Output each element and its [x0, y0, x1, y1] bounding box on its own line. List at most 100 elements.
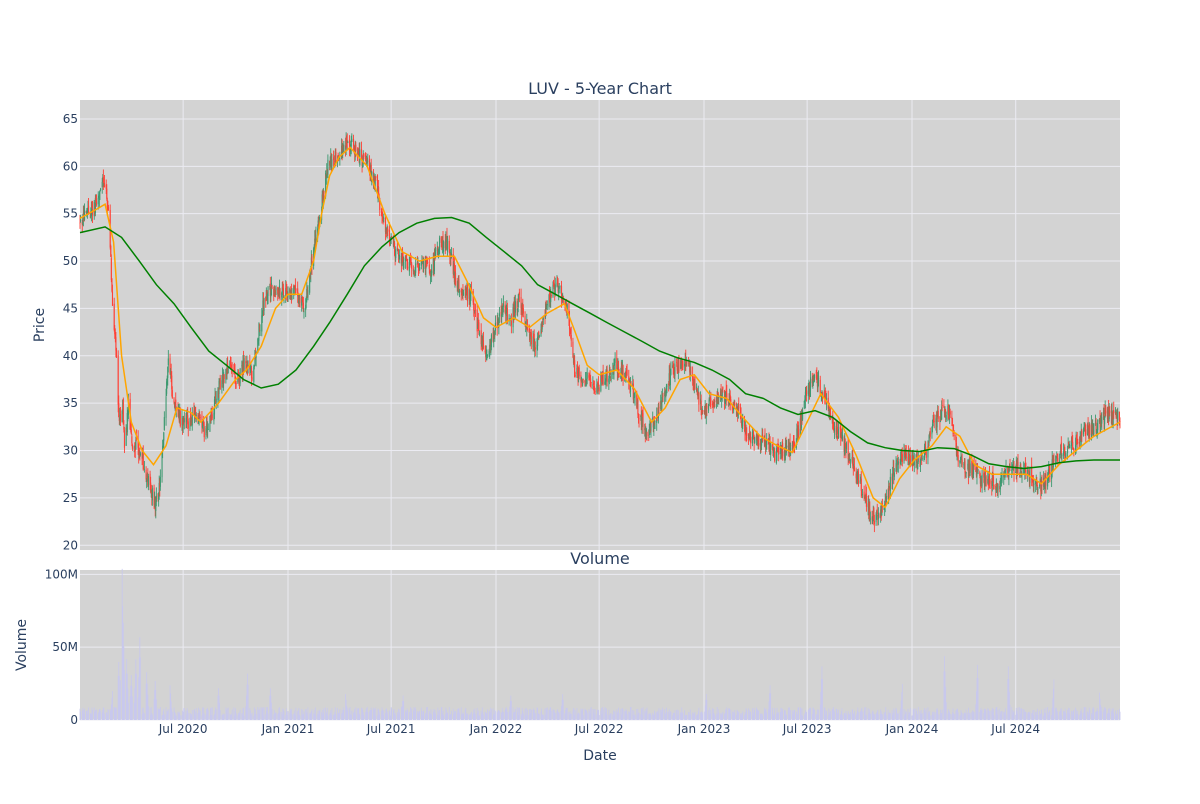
candle-body	[873, 521, 875, 525]
volume-bar	[197, 712, 199, 720]
candle-body	[1100, 417, 1102, 427]
candle-body	[376, 174, 379, 194]
volume-bar	[391, 708, 393, 720]
volume-bar	[1107, 713, 1108, 720]
candle-body	[358, 149, 360, 151]
volume-bar	[684, 715, 686, 720]
volume-bar	[640, 708, 642, 720]
candle-body	[273, 288, 275, 297]
volume-bar	[721, 714, 723, 720]
candle-body	[545, 303, 547, 317]
volume-bar	[729, 708, 731, 720]
volume-bar	[937, 714, 939, 720]
candle-body	[979, 472, 981, 476]
volume-bar	[1095, 712, 1096, 720]
volume-bar	[402, 695, 404, 720]
volume-bar	[498, 710, 500, 720]
volume-bar	[796, 713, 798, 720]
candle-body	[423, 259, 425, 270]
volume-bar	[271, 708, 273, 720]
volume-bar	[791, 710, 793, 720]
volume-bar	[221, 714, 223, 720]
volume-bar	[461, 714, 463, 720]
volume-bar	[855, 715, 857, 720]
candle-body	[298, 295, 300, 301]
volume-bar	[662, 709, 664, 720]
candle-body	[909, 455, 911, 467]
candle-body	[819, 379, 821, 394]
candle-body	[540, 329, 542, 337]
volume-bar	[402, 700, 403, 720]
volume-bar	[538, 713, 540, 720]
volume-bar	[1099, 698, 1101, 720]
candle-body	[121, 410, 123, 423]
candle-body	[266, 295, 269, 299]
candle-body	[366, 158, 368, 164]
candle-body	[538, 335, 540, 337]
candle-body	[502, 305, 504, 316]
volume-bar	[235, 708, 236, 720]
volume-bar	[824, 714, 826, 720]
volume-bar	[1079, 715, 1080, 720]
volume-bar	[850, 712, 851, 720]
candle-body	[1016, 461, 1018, 477]
candle-body	[565, 302, 567, 307]
candle-body	[566, 304, 568, 311]
volume-bar	[725, 709, 727, 720]
volume-bar	[358, 713, 360, 720]
volume-bar	[594, 709, 596, 720]
volume-bar	[975, 691, 977, 720]
volume-bar	[892, 714, 894, 720]
candle-body	[637, 413, 640, 416]
volume-bar	[223, 713, 225, 720]
volume-bar	[454, 711, 455, 720]
volume-bar	[263, 707, 265, 720]
candle-body	[302, 299, 304, 302]
candle-body	[1087, 423, 1089, 429]
candle-body	[502, 303, 504, 308]
candle-body	[202, 421, 204, 426]
volume-bar	[1089, 710, 1091, 720]
candle-body	[174, 403, 176, 408]
volume-bar	[456, 708, 458, 720]
candle-body	[959, 461, 961, 462]
volume-bar	[487, 709, 488, 720]
volume-bar	[209, 715, 211, 720]
candle-body	[211, 414, 213, 419]
candle-body	[880, 509, 882, 519]
candle-body	[617, 364, 619, 374]
volume-bar	[793, 709, 795, 720]
candle-body	[349, 149, 351, 152]
candle-body	[742, 419, 744, 423]
volume-bar	[1044, 713, 1046, 720]
volume-bar	[805, 712, 807, 720]
volume-bar	[609, 714, 611, 720]
candle-body	[945, 415, 947, 420]
candle-body	[452, 254, 454, 274]
volume-bar	[642, 714, 643, 720]
volume-bar	[373, 709, 375, 720]
candle-body	[421, 260, 424, 262]
candle-body	[265, 290, 267, 299]
volume-bar	[374, 715, 376, 720]
volume-bar	[912, 708, 914, 720]
volume-bar	[469, 714, 471, 720]
candle-body	[468, 289, 470, 299]
volume-bar	[598, 715, 600, 720]
volume-bar	[509, 700, 511, 720]
volume-bar	[709, 713, 711, 720]
candle-body	[430, 273, 432, 275]
candle-body	[871, 516, 873, 521]
candle-body	[628, 379, 630, 382]
candle-body	[768, 440, 771, 451]
candle-body	[661, 397, 663, 409]
candle-body	[536, 344, 538, 350]
volume-bar	[644, 712, 646, 720]
candle-body	[557, 282, 559, 292]
candle-body	[554, 284, 556, 295]
candle-body	[374, 177, 376, 187]
candle-body	[864, 494, 866, 499]
volume-bar	[692, 712, 694, 720]
volume-bar	[668, 709, 670, 720]
volume-bar	[892, 712, 894, 720]
